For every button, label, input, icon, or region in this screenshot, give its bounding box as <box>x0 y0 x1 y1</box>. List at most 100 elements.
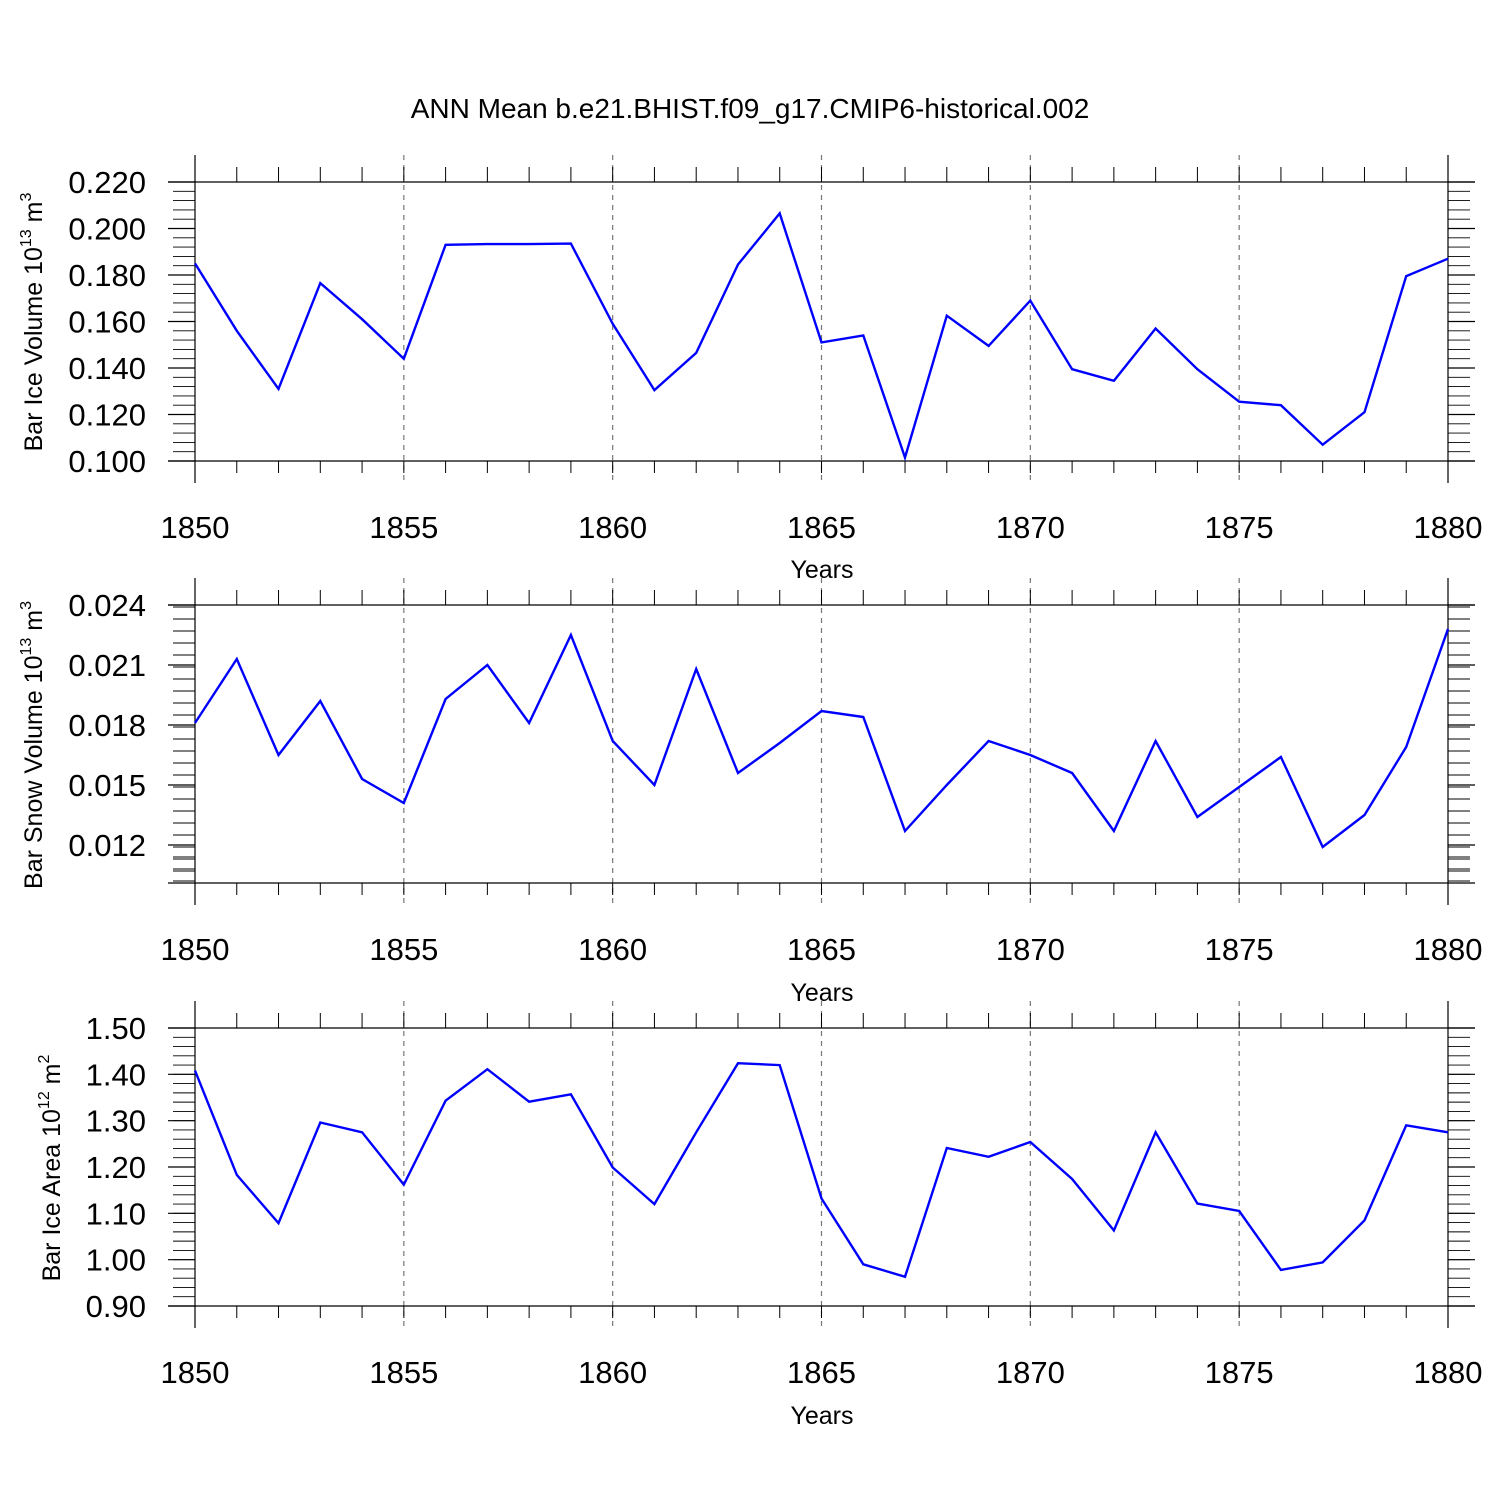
panel-ice-area-xlabel: Years <box>790 1402 853 1430</box>
panel-ice-area: Bar Ice Area 1012 m2 Years 1850 1855 1860 1… <box>36 1001 1482 1430</box>
ice-volume-y-tick-label: 0.180 <box>68 258 146 293</box>
panel-snow-volume: Bar Snow Volume 1013 m3 Years 1850 1855 18… <box>18 578 1482 1007</box>
ice-volume-data-point <box>1070 367 1074 371</box>
ice-area-data-point <box>569 1092 573 1096</box>
snow-volume-data-point <box>1028 753 1032 757</box>
ice-area-x-tick-label: 1860 <box>578 1355 647 1390</box>
ice-volume-y-tick-label: 0.160 <box>68 305 146 340</box>
ice-volume-y-tick-label: 0.200 <box>68 212 146 247</box>
ice-area-data-point <box>1237 1209 1241 1213</box>
ice-area-data-point <box>360 1130 364 1134</box>
ice-area-x-tick-label: 1850 <box>161 1355 230 1390</box>
snow-volume-data-point <box>402 801 406 805</box>
ice-area-data-point <box>1321 1260 1325 1264</box>
ice-volume-data-point <box>861 333 865 337</box>
ice-volume-data-point <box>569 242 573 246</box>
ice-area-data-point <box>1362 1218 1366 1222</box>
snow-volume-data-point <box>820 709 824 713</box>
ice-volume-x-tick-label: 1865 <box>787 510 856 545</box>
ice-volume-data-point <box>235 329 239 333</box>
ice-area-x-tick-label: 1875 <box>1205 1355 1274 1390</box>
ice-volume-data-point <box>694 351 698 355</box>
ice-area-data-point <box>193 1069 197 1073</box>
ice-volume-data-point <box>1112 379 1116 383</box>
ice-volume-data-point <box>1028 299 1032 303</box>
panel-ice-volume-ylabel-exp1: 13 <box>18 229 35 247</box>
ice-area-x-tick-label: 1855 <box>369 1355 438 1390</box>
snow-volume-data-point <box>611 739 615 743</box>
ice-area-data-point <box>444 1099 448 1103</box>
snow-volume-data-point <box>444 697 448 701</box>
ice-volume-data-point <box>1195 367 1199 371</box>
snow-volume-data-point <box>1237 785 1241 789</box>
ice-volume-y-tick-label: 0.120 <box>68 398 146 433</box>
snow-volume-data-point <box>1321 845 1325 849</box>
ice-volume-data-point <box>485 242 489 246</box>
ice-area-x-tick-label: 1880 <box>1414 1355 1483 1390</box>
ice-area-series-line <box>193 1061 1449 1279</box>
ice-volume-y-tick-label: 0.100 <box>68 444 146 479</box>
ice-volume-data-point <box>1446 257 1450 261</box>
ice-area-data-point <box>1446 1130 1450 1134</box>
panel-snow-volume-ylabel: Bar Snow Volume 1013 m3 <box>18 601 48 889</box>
snow-volume-y-tick-label: 0.015 <box>68 768 146 803</box>
ice-volume-data-point <box>527 242 531 246</box>
ice-area-data-point <box>778 1063 782 1067</box>
ice-area-data-point <box>903 1275 907 1279</box>
ice-area-data-point <box>820 1197 824 1201</box>
snow-volume-data-point <box>1195 815 1199 819</box>
ice-volume-x-tick-label: 1875 <box>1205 510 1274 545</box>
panel-ice-area-ylabel: Bar Ice Area 1012 m2 <box>36 1055 66 1282</box>
snow-volume-data-point <box>527 721 531 725</box>
snow-volume-x-tick-label: 1860 <box>578 932 647 967</box>
snow-volume-data-point <box>277 753 281 757</box>
panel-ice-area-ylabel-exp2: 2 <box>36 1055 53 1064</box>
snow-volume-y-tick-label: 0.021 <box>68 648 146 683</box>
snow-volume-data-point <box>736 771 740 775</box>
snow-volume-data-point <box>861 715 865 719</box>
panel-ice-volume-ylabel-exp2: 3 <box>18 193 35 202</box>
ice-volume-data-point <box>987 344 991 348</box>
snow-volume-data-point <box>1446 627 1450 631</box>
ice-volume-data-point <box>1279 403 1283 407</box>
ice-area-data-point <box>1070 1177 1074 1181</box>
ice-volume-data-point <box>1362 410 1366 414</box>
ice-volume-x-tick-label: 1860 <box>578 510 647 545</box>
ice-area-y-tick-label: 0.90 <box>86 1289 146 1324</box>
snow-volume-data-point <box>1112 829 1116 833</box>
ice-area-y-tick-label: 1.50 <box>86 1011 146 1046</box>
ice-volume-x-tick-label: 1855 <box>369 510 438 545</box>
snow-volume-data-point <box>945 783 949 787</box>
ice-volume-y-tick-label: 0.220 <box>68 165 146 200</box>
ice-area-data-point <box>861 1262 865 1266</box>
ice-volume-data-point <box>736 263 740 267</box>
ice-area-data-point <box>652 1202 656 1206</box>
snow-volume-data-point <box>1362 813 1366 817</box>
ice-volume-data-point <box>1154 326 1158 330</box>
snow-volume-data-point <box>485 663 489 667</box>
ice-volume-x-tick-label: 1870 <box>996 510 1065 545</box>
snow-volume-data-point <box>569 633 573 637</box>
ice-area-data-point <box>402 1183 406 1187</box>
ice-volume-series-line <box>193 210 1449 462</box>
ice-area-x-tick-label: 1870 <box>996 1355 1065 1390</box>
snow-volume-y-tick-label: 0.024 <box>68 588 146 623</box>
ice-area-data-point <box>1279 1268 1283 1272</box>
snow-volume-y-tick-label: 0.012 <box>68 828 146 863</box>
ice-volume-data-point <box>903 456 907 460</box>
snow-volume-series-line <box>193 628 1450 849</box>
snow-volume-x-tick-label: 1855 <box>369 932 438 967</box>
snow-volume-data-point <box>1404 745 1408 749</box>
snow-volume-x-tick-label: 1865 <box>787 932 856 967</box>
snow-volume-x-tick-label: 1875 <box>1205 932 1274 967</box>
ice-area-y-tick-label: 1.30 <box>86 1104 146 1139</box>
snow-volume-x-tick-label: 1880 <box>1414 932 1483 967</box>
panel-ice-volume-ylabel-main: Bar Ice Volume 10 <box>20 247 48 451</box>
panel-ice-volume: Bar Ice Volume 1013 m3 Years 1850 1855 186… <box>18 155 1482 584</box>
panel-ice-area-ylabel-exp1: 12 <box>36 1091 53 1109</box>
snow-volume-data-point <box>987 739 991 743</box>
ice-area-data-point <box>277 1221 281 1225</box>
snow-volume-data-point <box>235 657 239 661</box>
panel-ice-area-ylabel-unit: m <box>38 1064 66 1092</box>
ice-volume-data-point <box>193 261 197 265</box>
